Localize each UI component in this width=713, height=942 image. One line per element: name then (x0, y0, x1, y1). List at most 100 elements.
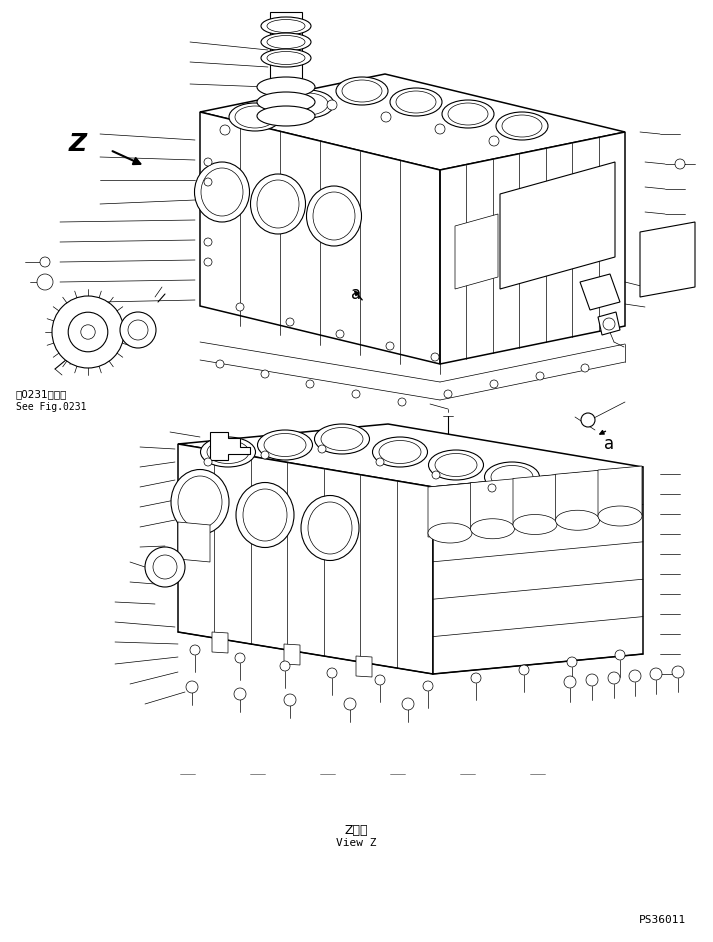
Ellipse shape (257, 180, 299, 228)
Circle shape (52, 296, 124, 368)
Ellipse shape (257, 430, 312, 460)
Ellipse shape (195, 162, 250, 222)
Ellipse shape (288, 93, 328, 115)
Circle shape (519, 665, 529, 675)
Ellipse shape (471, 519, 515, 539)
Circle shape (204, 238, 212, 246)
Ellipse shape (314, 424, 369, 454)
Circle shape (128, 320, 148, 340)
Ellipse shape (261, 33, 311, 51)
Ellipse shape (379, 441, 421, 463)
Circle shape (471, 673, 481, 683)
Circle shape (327, 668, 337, 678)
Text: See Fig.0231: See Fig.0231 (16, 402, 86, 412)
Polygon shape (356, 656, 372, 677)
Ellipse shape (390, 88, 442, 116)
Circle shape (386, 342, 394, 350)
Ellipse shape (301, 495, 359, 560)
Ellipse shape (243, 489, 287, 541)
Ellipse shape (396, 91, 436, 113)
Circle shape (186, 681, 198, 693)
Ellipse shape (267, 20, 305, 33)
Circle shape (650, 668, 662, 680)
Ellipse shape (342, 80, 382, 102)
Ellipse shape (313, 192, 355, 240)
Circle shape (581, 364, 589, 372)
Ellipse shape (442, 100, 494, 128)
Circle shape (402, 698, 414, 710)
Circle shape (581, 413, 595, 427)
Circle shape (603, 318, 615, 330)
Polygon shape (178, 444, 433, 674)
Polygon shape (200, 74, 625, 170)
Ellipse shape (267, 52, 305, 64)
Circle shape (431, 353, 439, 361)
Circle shape (629, 670, 641, 682)
Circle shape (273, 112, 283, 122)
Polygon shape (513, 475, 557, 528)
Text: PS36011: PS36011 (640, 915, 687, 925)
Text: a: a (351, 285, 361, 303)
Ellipse shape (264, 433, 306, 457)
Circle shape (204, 258, 212, 266)
Polygon shape (178, 424, 643, 487)
Circle shape (286, 318, 294, 326)
Ellipse shape (321, 428, 363, 450)
Ellipse shape (200, 437, 255, 467)
Ellipse shape (257, 92, 315, 112)
Ellipse shape (485, 462, 540, 492)
Circle shape (423, 681, 433, 691)
Circle shape (37, 274, 53, 290)
Circle shape (327, 100, 337, 110)
Circle shape (261, 370, 269, 378)
Polygon shape (500, 162, 615, 289)
Circle shape (236, 303, 244, 311)
Ellipse shape (229, 103, 281, 131)
Circle shape (235, 653, 245, 663)
Ellipse shape (491, 465, 533, 489)
Ellipse shape (201, 168, 243, 216)
Text: Z　視: Z 視 (344, 823, 368, 836)
Circle shape (398, 398, 406, 406)
Circle shape (216, 360, 224, 368)
Circle shape (490, 380, 498, 388)
Ellipse shape (257, 106, 315, 126)
Circle shape (381, 112, 391, 122)
Polygon shape (210, 432, 250, 460)
Circle shape (489, 136, 499, 146)
Circle shape (190, 645, 200, 655)
Circle shape (204, 158, 212, 166)
Circle shape (567, 657, 577, 667)
Polygon shape (598, 466, 642, 520)
Polygon shape (471, 479, 515, 533)
Circle shape (40, 257, 50, 267)
Circle shape (336, 330, 344, 338)
Circle shape (344, 698, 356, 710)
Polygon shape (640, 222, 695, 297)
Circle shape (68, 312, 108, 351)
Circle shape (204, 178, 212, 186)
Ellipse shape (513, 514, 557, 534)
Ellipse shape (261, 17, 311, 35)
Polygon shape (428, 483, 472, 537)
Circle shape (81, 325, 96, 339)
Ellipse shape (435, 453, 477, 477)
Polygon shape (580, 274, 620, 310)
Polygon shape (270, 12, 302, 80)
Polygon shape (433, 467, 643, 674)
Circle shape (306, 380, 314, 388)
Ellipse shape (496, 112, 548, 140)
Ellipse shape (429, 450, 483, 480)
Text: Z: Z (69, 132, 87, 156)
Circle shape (615, 650, 625, 660)
Circle shape (608, 672, 620, 684)
Circle shape (145, 547, 185, 587)
Circle shape (444, 390, 452, 398)
Circle shape (220, 125, 230, 135)
Polygon shape (598, 312, 620, 335)
Circle shape (672, 666, 684, 678)
Ellipse shape (307, 186, 361, 246)
Circle shape (435, 124, 445, 134)
Ellipse shape (235, 106, 275, 128)
Circle shape (432, 471, 440, 479)
